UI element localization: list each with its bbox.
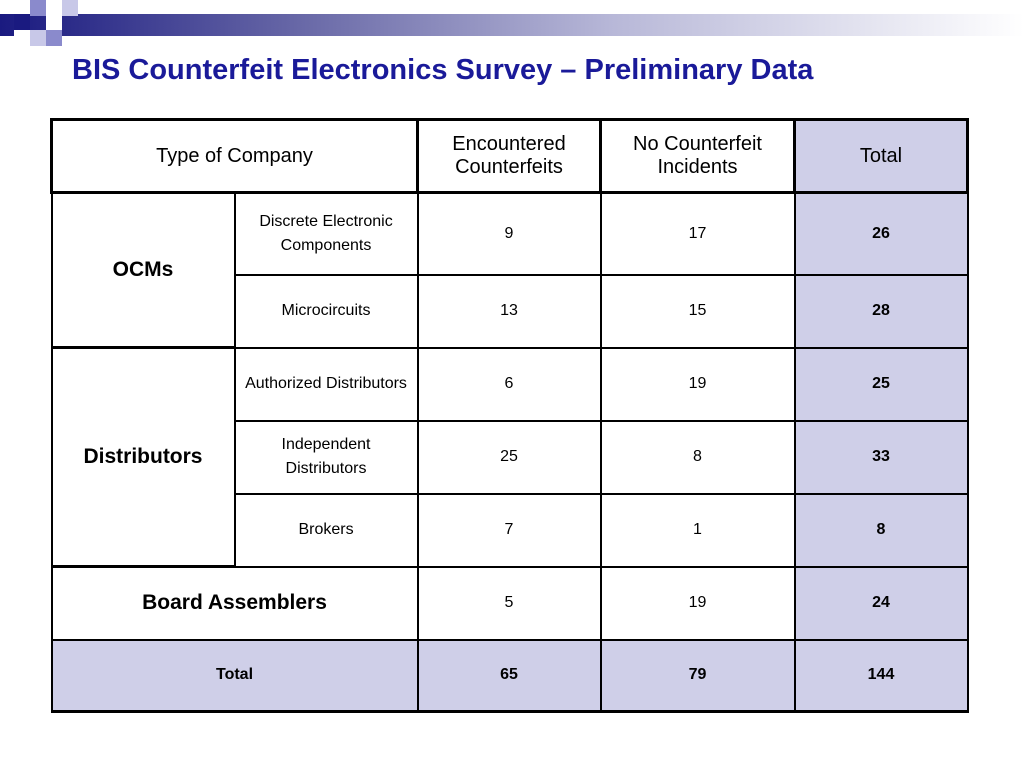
header-square-decoration [46, 30, 62, 46]
total-encountered: 65 [416, 638, 602, 713]
totals-row: Total 65 79 144 [50, 638, 969, 713]
header-square-decoration [62, 0, 78, 16]
header-square-decoration [14, 14, 30, 30]
row-sublabel: Authorized Distributors [233, 346, 419, 422]
cell-total: 8 [793, 492, 969, 568]
cell-no-incidents: 15 [599, 273, 796, 349]
header-total: Total [793, 118, 969, 194]
slide-title: BIS Counterfeit Electronics Survey – Pre… [72, 54, 814, 86]
group-label-board-assemblers: Board Assemblers [50, 565, 419, 641]
cell-no-incidents: 8 [599, 419, 796, 495]
totals-label: Total [50, 638, 419, 713]
header-square-decoration [30, 30, 46, 46]
cell-no-incidents: 19 [599, 565, 796, 641]
table-row: OCMs Discrete Electronic Components 9 17… [50, 191, 969, 349]
cell-no-incidents: 1 [599, 492, 796, 568]
header-no-counterfeit-incidents: No Counterfeit Incidents [599, 118, 796, 194]
table-header-row: Type of Company Encountered Counterfeits… [50, 118, 969, 194]
table-row: Distributors Authorized Distributors 6 1… [50, 346, 969, 568]
cell-no-incidents: 19 [599, 346, 796, 422]
group-label-distributors: Distributors [50, 346, 236, 568]
cell-encountered: 5 [416, 565, 602, 641]
table-row: Microcircuits 13 15 28 [52, 273, 969, 349]
row-sublabel: Discrete Electronic Components [233, 191, 419, 276]
cell-total: 25 [793, 346, 969, 422]
header-square-decoration [30, 0, 46, 16]
table-row: Independent Distributors 25 8 33 [52, 419, 969, 495]
cell-total: 24 [793, 565, 969, 641]
header-gradient-bar [0, 14, 1024, 36]
header-square-decoration [14, 30, 30, 46]
row-sublabel: Microcircuits [233, 273, 419, 349]
cell-encountered: 25 [416, 419, 602, 495]
cell-no-incidents: 17 [599, 191, 796, 276]
cell-total: 33 [793, 419, 969, 495]
cell-encountered: 13 [416, 273, 602, 349]
cell-encountered: 7 [416, 492, 602, 568]
group-label-ocms: OCMs [50, 191, 236, 349]
cell-total: 28 [793, 273, 969, 349]
cell-encountered: 9 [416, 191, 602, 276]
table-row: Board Assemblers 5 19 24 [50, 565, 969, 641]
header-type-of-company: Type of Company [50, 118, 419, 194]
row-sublabel: Independent Distributors [233, 419, 419, 495]
cell-total: 26 [793, 191, 969, 276]
total-no-incidents: 79 [599, 638, 796, 713]
table-row: Brokers 7 1 8 [52, 492, 969, 568]
header-square-decoration [46, 14, 62, 30]
header-encountered-counterfeits: Encountered Counterfeits [416, 118, 602, 194]
grand-total: 144 [793, 638, 969, 713]
survey-table: Type of Company Encountered Counterfeits… [50, 118, 969, 713]
cell-encountered: 6 [416, 346, 602, 422]
row-sublabel: Brokers [233, 492, 419, 568]
